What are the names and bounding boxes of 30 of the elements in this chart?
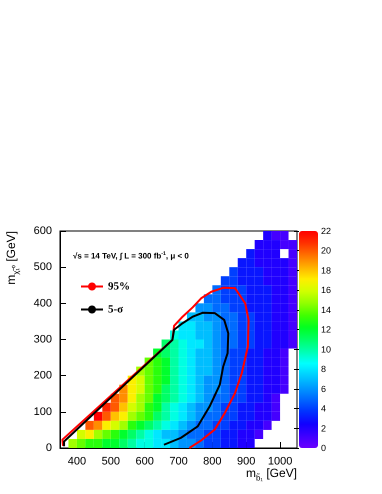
- x-tick-label: 400: [68, 456, 86, 468]
- y-tick-label: 600: [34, 225, 52, 237]
- color-bar-label: 0: [321, 443, 326, 453]
- color-bar-label: 14: [321, 304, 332, 315]
- y-tick-label: 300: [34, 334, 52, 346]
- color-bar-label: 22: [321, 226, 332, 236]
- x-tick-label: 700: [169, 456, 188, 468]
- color-bar-label: 16: [321, 285, 332, 296]
- y-tick-label: 0: [46, 442, 52, 454]
- x-tick-label: 900: [237, 456, 256, 468]
- color-bar-label: 12: [321, 324, 332, 335]
- color-bar-label: 6: [321, 384, 326, 394]
- x-tick-label: 800: [203, 456, 222, 468]
- x-tick-label: 1000: [268, 456, 292, 468]
- x-tick-label: 600: [135, 456, 154, 468]
- legend-label: 5-σ: [108, 304, 124, 316]
- y-tick-label: 100: [34, 406, 52, 418]
- color-bar-label: 20: [321, 246, 332, 256]
- annotation: √s = 14 TeV, ∫ L = 300 fb$^{-1}$, μ < 0: [73, 251, 189, 261]
- color-bar-label: 18: [321, 265, 332, 276]
- color-bar-label: 4: [321, 404, 326, 414]
- x-axis-title: m$_{b̃₁}$ [GeV]: [246, 466, 297, 482]
- y-tick-label: 400: [34, 297, 52, 310]
- x-tick-label: 500: [102, 456, 120, 468]
- color-bar-label: 10: [321, 344, 332, 354]
- y-tick-label: 500: [34, 261, 52, 274]
- y-tick-label: 200: [34, 370, 52, 382]
- color-bar-label: 8: [321, 364, 326, 374]
- color-bar-label: 2: [321, 423, 326, 434]
- legend-label: 95%: [108, 280, 130, 292]
